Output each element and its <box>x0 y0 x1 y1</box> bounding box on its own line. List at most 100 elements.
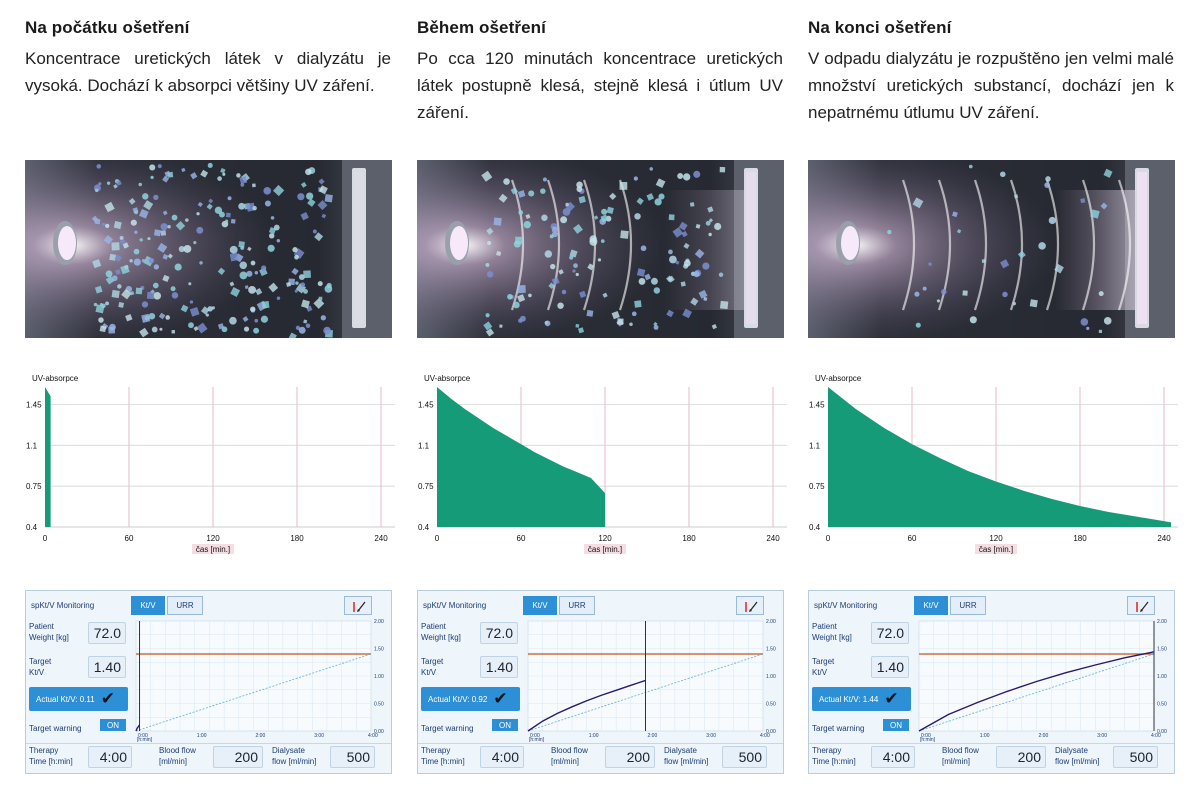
tool-button[interactable] <box>1127 596 1155 615</box>
plot-y-tick: 1.00 <box>766 674 776 680</box>
y-tick-label: 1.1 <box>26 441 38 450</box>
uv-illustration <box>25 160 392 338</box>
x-tick-label: 240 <box>374 534 388 543</box>
y-axis-label: UV-absorpce <box>32 374 79 383</box>
x-tick-label: 120 <box>598 534 612 543</box>
panel-heading: Během ošetření <box>417 18 546 37</box>
pen-tool-icon <box>353 601 366 612</box>
plot-x-unit: [h:min] <box>137 737 153 743</box>
pen-tool-icon <box>1136 601 1149 612</box>
plot-x-tick: 1:00 <box>197 733 207 739</box>
plot-x-unit: [h:min] <box>529 737 545 743</box>
weight-field[interactable]: 72.0 <box>871 622 909 644</box>
blood-flow-field[interactable]: 200 <box>996 746 1046 768</box>
dialysate-flow-field[interactable]: 500 <box>722 746 767 768</box>
divider <box>418 743 783 744</box>
target-warning-toggle[interactable]: ON <box>492 719 518 731</box>
therapy-time-field[interactable]: 4:00 <box>480 746 524 768</box>
monitor-title: spKt/V Monitoring <box>423 601 487 610</box>
x-label-background <box>975 544 1017 554</box>
plot-y-tick: 0.00 <box>374 729 384 735</box>
y-tick-label: 0.4 <box>809 523 821 532</box>
therapy-time-field[interactable]: 4:00 <box>871 746 915 768</box>
ktv-monitor-panel: spKt/V Monitoring Kt/V URR Patient Weight… <box>417 590 784 774</box>
blood-flow-label: Blood flow [ml/min] <box>942 746 979 766</box>
uv-absorption-area <box>437 387 605 527</box>
plot-y-tick: 1.00 <box>374 674 384 680</box>
x-tick-label: 240 <box>1157 534 1171 543</box>
therapy-time-field[interactable]: 4:00 <box>88 746 132 768</box>
x-tick-label: 120 <box>989 534 1003 543</box>
target-warning-label: Target warning <box>812 724 865 733</box>
dialysate-flow-field[interactable]: 500 <box>1113 746 1158 768</box>
panel-heading: Na konci ošetření <box>808 18 952 37</box>
panel-description: Po cca 120 minutách koncentrace uretický… <box>417 49 783 122</box>
x-tick-label: 60 <box>125 534 134 543</box>
target-ktv-field[interactable]: 1.40 <box>480 656 518 678</box>
target-ktv-field[interactable]: 1.40 <box>88 656 126 678</box>
actual-ktv-label: Actual Kt/V: <box>819 694 861 704</box>
weight-field[interactable]: 72.0 <box>480 622 518 644</box>
tab-ktv[interactable]: Kt/V <box>914 596 948 615</box>
divider <box>26 743 391 744</box>
plot-x-tick: 0:00 <box>530 733 540 739</box>
tool-button[interactable] <box>344 596 372 615</box>
reference-line <box>135 653 372 732</box>
target-warning-label: Target warning <box>421 724 474 733</box>
check-icon: ✔ <box>100 689 115 708</box>
uv-illustration <box>808 160 1175 338</box>
plot-y-tick: 1.50 <box>766 647 776 653</box>
target-warning-toggle[interactable]: ON <box>883 719 909 731</box>
actual-ktv-line <box>135 724 141 732</box>
panel-0: Na počátku ošetření Koncentrace uretický… <box>25 0 397 799</box>
target-warning-toggle[interactable]: ON <box>100 719 126 731</box>
y-tick-label: 1.1 <box>418 441 430 450</box>
tab-urr[interactable]: URR <box>950 596 986 615</box>
divider <box>809 743 1174 744</box>
tab-urr[interactable]: URR <box>167 596 203 615</box>
monitor-title: spKt/V Monitoring <box>31 601 95 610</box>
plot-x-tick: 2:00 <box>648 733 658 739</box>
blood-flow-field[interactable]: 200 <box>213 746 263 768</box>
tool-button[interactable] <box>736 596 764 615</box>
y-tick-label: 1.45 <box>26 401 42 410</box>
plot-x-tick: 4:00 <box>368 733 378 739</box>
y-axis-label: UV-absorpce <box>424 374 471 383</box>
x-tick-label: 180 <box>290 534 304 543</box>
weight-label: Patient Weight [kg] <box>812 622 852 642</box>
illustration-scene <box>417 160 784 338</box>
plot-x-tick: 3:00 <box>706 733 716 739</box>
tab-ktv[interactable]: Kt/V <box>523 596 557 615</box>
target-label: Target Kt/V <box>421 657 444 677</box>
target-warning-label: Target warning <box>29 724 82 733</box>
illustration-scene <box>25 160 392 338</box>
uv-illustration <box>417 160 784 338</box>
blood-flow-label: Blood flow [ml/min] <box>159 746 196 766</box>
ktv-trend-plot: 0:00 1:00 2:00 3:00 4:00 [h:min] 0.00 0.50 1.00 1… <box>914 619 1174 743</box>
ktv-monitor-panel: spKt/V Monitoring Kt/V URR Patient Weight… <box>25 590 392 774</box>
weight-field[interactable]: 72.0 <box>88 622 126 644</box>
actual-ktv-value: 1.44 <box>862 694 879 704</box>
actual-ktv-label: Actual Kt/V: <box>36 694 78 704</box>
ktv-monitor-panel: spKt/V Monitoring Kt/V URR Patient Weight… <box>808 590 1175 774</box>
plot-y-tick: 1.50 <box>1157 647 1167 653</box>
blood-flow-field[interactable]: 200 <box>605 746 655 768</box>
x-tick-label: 180 <box>1073 534 1087 543</box>
therapy-time-label: Therapy Time [h:min] <box>421 746 465 766</box>
y-axis-label: UV-absorpce <box>815 374 862 383</box>
x-tick-label: 120 <box>206 534 220 543</box>
tab-ktv[interactable]: Kt/V <box>131 596 165 615</box>
target-ktv-field[interactable]: 1.40 <box>871 656 909 678</box>
ktv-trend-plot: 0:00 1:00 2:00 3:00 4:00 [h:min] 0.00 0.50 1.00 1… <box>131 619 391 743</box>
tab-urr[interactable]: URR <box>559 596 595 615</box>
actual-ktv-value: 0.92 <box>471 694 488 704</box>
check-icon: ✔ <box>884 689 899 708</box>
therapy-time-label: Therapy Time [h:min] <box>812 746 856 766</box>
y-tick-label: 0.75 <box>809 482 825 491</box>
plot-x-tick: 0:00 <box>921 733 931 739</box>
plot-y-tick: 2.00 <box>1157 619 1167 625</box>
dialysate-flow-field[interactable]: 500 <box>330 746 375 768</box>
actual-ktv-display: Actual Kt/V: 0.11 ✔ <box>29 687 128 711</box>
plot-x-tick: 4:00 <box>1151 733 1161 739</box>
actual-ktv-display: Actual Kt/V: 1.44 ✔ <box>812 687 911 711</box>
